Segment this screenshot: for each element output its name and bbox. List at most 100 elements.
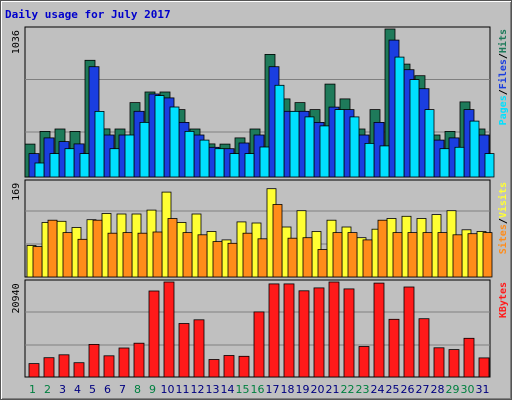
bar-sites-day-26 [407,232,418,278]
bar-sites-day-10 [167,218,178,278]
bar-pages-day-26 [409,79,420,178]
bar-pages-day-30 [469,120,480,178]
x-tick-label-day-13: 13 [206,383,220,396]
bar-pages-day-8 [139,122,150,178]
series-label-part-hits_files_pages-1: / [498,89,509,95]
bar-kbytes-day-2 [43,357,55,378]
x-tick-label-day-7: 7 [119,383,126,396]
x-tick-label-day-20: 20 [311,383,325,396]
bar-sites-day-16 [257,238,268,278]
bar-kbytes-day-3 [58,354,70,378]
x-tick-label-day-15: 15 [236,383,250,396]
series-label-part-hits_files_pages-0: Pages [498,95,509,125]
bar-pages-day-21 [334,109,345,178]
bar-pages-day-17 [274,84,285,178]
bar-pages-day-11 [184,130,195,178]
bar-sites-day-30 [467,233,478,278]
bar-pages-day-19 [304,116,315,178]
bar-pages-day-1 [34,162,45,178]
bar-pages-day-13 [214,148,225,178]
x-tick-label-day-18: 18 [281,383,295,396]
bar-sites-day-17 [272,204,283,278]
bar-kbytes-day-10 [163,281,175,378]
bar-pages-day-7 [124,134,135,178]
bar-sites-day-18 [287,237,298,278]
x-tick-label-day-17: 17 [266,383,280,396]
bar-pages-day-10 [169,106,180,178]
bar-sites-day-3 [62,232,73,278]
bar-kbytes-day-29 [448,349,460,378]
bar-kbytes-day-7 [118,347,130,378]
bar-sites-day-19 [302,237,313,278]
bar-kbytes-day-21 [328,281,340,378]
x-tick-label-day-2: 2 [44,383,51,396]
bar-kbytes-day-27 [418,318,430,378]
bar-kbytes-day-11 [178,323,190,378]
bar-sites-day-29 [452,234,463,278]
series-label-part-kbytes-0: KBytes [498,282,509,318]
x-tick-label-day-4: 4 [74,383,81,396]
bar-kbytes-day-25 [388,318,400,378]
x-tick-label-day-8: 8 [134,383,141,396]
bar-sites-day-24 [377,219,388,278]
bar-sites-day-31 [482,232,493,278]
bar-sites-day-8 [137,232,148,278]
bar-sites-day-5 [92,219,103,278]
bar-kbytes-day-5 [88,343,100,378]
bar-pages-day-5 [94,111,105,178]
x-tick-label-day-6: 6 [104,383,111,396]
bar-sites-day-15 [242,232,253,278]
bar-pages-day-31 [484,153,495,178]
bar-sites-day-9 [152,231,163,278]
bar-sites-day-14 [227,242,238,278]
x-tick-label-day-1: 1 [29,383,36,396]
bar-kbytes-day-22 [343,288,355,378]
bar-pages-day-14 [229,153,240,178]
bar-pages-day-29 [454,146,465,178]
x-tick-label-day-31: 31 [476,383,490,396]
bar-pages-day-15 [244,153,255,178]
bar-kbytes-day-1 [28,363,40,378]
x-tick-label-day-3: 3 [59,383,66,396]
bar-sites-day-6 [107,232,118,278]
x-tick-label-day-29: 29 [446,383,460,396]
x-tick-label-day-27: 27 [416,383,430,396]
bar-kbytes-day-9 [148,290,160,378]
bar-pages-day-24 [379,145,390,178]
bar-kbytes-day-19 [298,290,310,378]
bar-pages-day-2 [49,153,60,178]
bar-pages-day-23 [364,142,375,178]
series-label-part-visits_sites-2: Visits [497,182,509,218]
bar-sites-day-21 [332,232,343,278]
bar-kbytes-day-20 [313,287,325,378]
bar-kbytes-day-26 [403,286,415,378]
bar-pages-day-4 [79,153,90,178]
bar-sites-day-2 [47,219,58,278]
x-tick-label-day-28: 28 [431,383,445,396]
bar-pages-day-6 [109,148,120,178]
bar-pages-day-22 [349,116,360,178]
series-label-part-hits_files_pages-3: / [498,53,509,59]
bar-sites-day-20 [317,249,328,278]
bar-sites-day-1 [32,246,43,278]
bar-pages-day-9 [154,95,165,178]
series-label-part-hits_files_pages-2: Files [497,59,509,89]
bar-pages-day-20 [319,125,330,178]
bar-sites-day-22 [347,232,358,278]
bar-sites-day-7 [122,232,133,278]
x-tick-label-day-9: 9 [149,383,156,396]
bar-kbytes-day-18 [283,283,295,378]
bar-sites-day-4 [77,238,88,278]
bar-sites-day-28 [437,232,448,278]
x-tick-label-day-11: 11 [176,383,190,396]
bar-kbytes-day-14 [223,355,235,378]
ymax-label-visits_sites: 169 [11,183,22,201]
bar-sites-day-23 [362,239,373,278]
x-tick-label-day-12: 12 [191,383,205,396]
series-label-part-visits_sites-0: Sites [497,224,509,254]
bar-pages-day-16 [259,146,270,178]
x-tick-label-day-14: 14 [221,383,235,396]
bar-kbytes-day-31 [478,357,490,378]
bar-pages-day-12 [199,139,210,178]
